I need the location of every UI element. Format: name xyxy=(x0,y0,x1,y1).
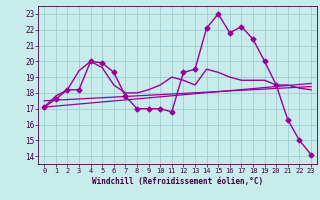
X-axis label: Windchill (Refroidissement éolien,°C): Windchill (Refroidissement éolien,°C) xyxy=(92,177,263,186)
